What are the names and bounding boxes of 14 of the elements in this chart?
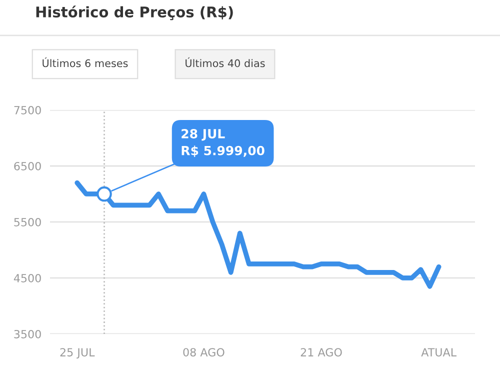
line-series [74, 180, 442, 289]
x-tick-label: 25 JUL [60, 348, 95, 359]
y-tick-label: 7500 [14, 106, 41, 114]
text: Últimos 6 meses [42, 57, 128, 68]
text: Últimos 40 dias [186, 57, 265, 68]
x-tick-label: 21 AGO [300, 348, 342, 356]
annotation: 28 JUL R$ 5.999,00 [182, 128, 264, 157]
y-tick-label: 3500 [14, 330, 41, 338]
y-tick-label: 6500 [14, 162, 41, 170]
y-tick-label: 4500 [14, 274, 41, 282]
chart-title: Histórico de Preços (R$) [36, 6, 233, 20]
x-tick-label: ATUAL [421, 348, 456, 356]
y-tick-label: 5500 [14, 218, 41, 226]
x-tick-label: 08 AGO [183, 348, 224, 356]
